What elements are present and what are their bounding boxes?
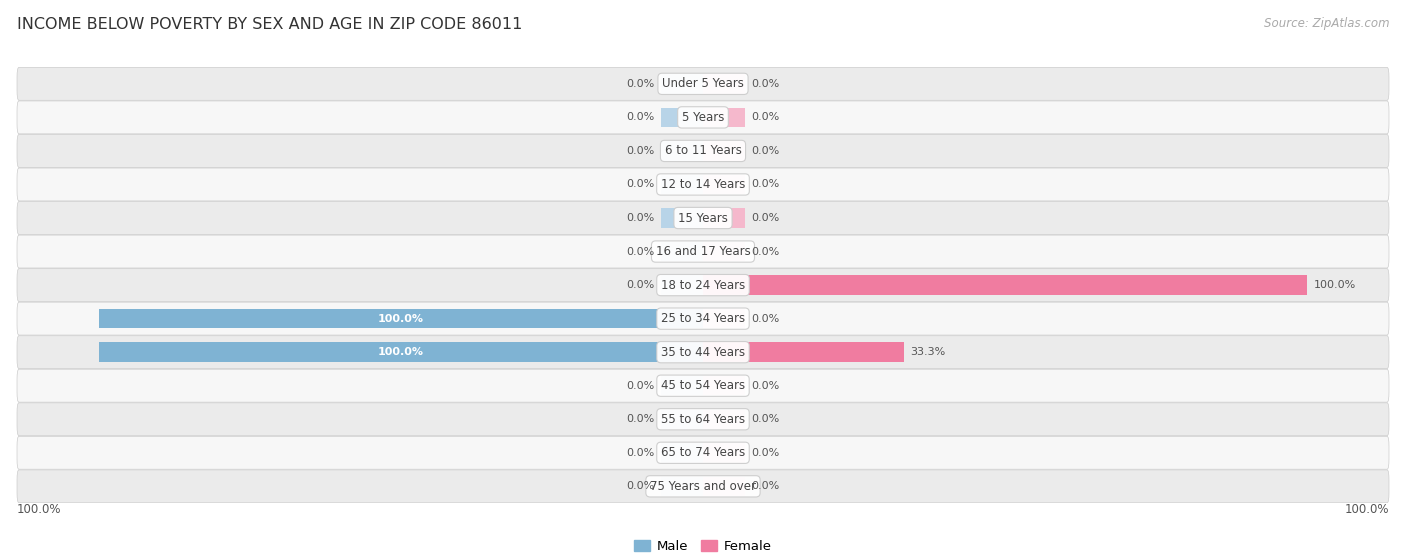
Bar [703,209,745,228]
Text: 0.0%: 0.0% [627,381,655,391]
Text: 0.0%: 0.0% [751,179,779,190]
Text: 0.0%: 0.0% [627,112,655,122]
Bar [661,175,703,194]
FancyBboxPatch shape [17,403,1389,435]
Text: 0.0%: 0.0% [627,179,655,190]
Bar [661,141,703,160]
Bar [98,309,703,328]
Text: 0.0%: 0.0% [627,146,655,156]
FancyBboxPatch shape [17,369,1389,402]
Text: 100.0%: 100.0% [378,314,423,324]
Bar [703,477,745,496]
Text: 16 and 17 Years: 16 and 17 Years [655,245,751,258]
Bar [98,343,703,362]
FancyBboxPatch shape [17,235,1389,268]
Text: 0.0%: 0.0% [751,381,779,391]
Text: 0.0%: 0.0% [627,280,655,290]
Text: 0.0%: 0.0% [751,146,779,156]
Text: 0.0%: 0.0% [751,414,779,424]
FancyBboxPatch shape [17,336,1389,368]
Text: 12 to 14 Years: 12 to 14 Years [661,178,745,191]
Bar [661,74,703,93]
Bar [661,477,703,496]
Text: Source: ZipAtlas.com: Source: ZipAtlas.com [1264,17,1389,30]
Text: INCOME BELOW POVERTY BY SEX AND AGE IN ZIP CODE 86011: INCOME BELOW POVERTY BY SEX AND AGE IN Z… [17,17,522,32]
FancyBboxPatch shape [17,68,1389,100]
Text: 18 to 24 Years: 18 to 24 Years [661,278,745,292]
FancyBboxPatch shape [17,135,1389,167]
Text: 75 Years and over: 75 Years and over [650,480,756,493]
FancyBboxPatch shape [17,202,1389,234]
Bar [703,309,745,328]
Text: 0.0%: 0.0% [751,213,779,223]
FancyBboxPatch shape [17,269,1389,301]
Text: 6 to 11 Years: 6 to 11 Years [665,144,741,158]
Text: 100.0%: 100.0% [1344,503,1389,516]
Text: 55 to 64 Years: 55 to 64 Years [661,413,745,426]
Text: 25 to 34 Years: 25 to 34 Years [661,312,745,325]
Text: 15 Years: 15 Years [678,211,728,225]
FancyBboxPatch shape [17,168,1389,201]
FancyBboxPatch shape [17,302,1389,335]
Bar [661,242,703,261]
Text: 65 to 74 Years: 65 to 74 Years [661,446,745,459]
Bar [661,410,703,429]
Bar [703,343,904,362]
Text: 0.0%: 0.0% [751,247,779,257]
Text: 0.0%: 0.0% [751,481,779,491]
Bar [703,74,745,93]
Text: 0.0%: 0.0% [751,112,779,122]
Text: 5 Years: 5 Years [682,111,724,124]
Bar [703,276,1308,295]
FancyBboxPatch shape [17,470,1389,503]
Text: 0.0%: 0.0% [627,414,655,424]
Legend: Male, Female: Male, Female [634,540,772,553]
Bar [661,108,703,127]
Text: 0.0%: 0.0% [627,213,655,223]
Text: 0.0%: 0.0% [751,448,779,458]
Bar [703,108,745,127]
Bar [661,209,703,228]
Text: Under 5 Years: Under 5 Years [662,77,744,91]
Bar [703,175,745,194]
Text: 33.3%: 33.3% [910,347,946,357]
FancyBboxPatch shape [17,437,1389,469]
Text: 100.0%: 100.0% [378,347,423,357]
Text: 100.0%: 100.0% [17,503,62,516]
Text: 0.0%: 0.0% [751,79,779,89]
Bar [661,376,703,395]
Text: 0.0%: 0.0% [627,247,655,257]
Bar [703,410,745,429]
Bar [703,443,745,462]
FancyBboxPatch shape [17,101,1389,134]
Text: 45 to 54 Years: 45 to 54 Years [661,379,745,392]
Bar [703,376,745,395]
Bar [661,443,703,462]
Text: 0.0%: 0.0% [627,79,655,89]
Text: 0.0%: 0.0% [751,314,779,324]
Text: 0.0%: 0.0% [627,448,655,458]
Bar [661,276,703,295]
Bar [703,242,745,261]
Bar [703,141,745,160]
Text: 35 to 44 Years: 35 to 44 Years [661,345,745,359]
Text: 0.0%: 0.0% [627,481,655,491]
Text: 100.0%: 100.0% [1313,280,1355,290]
